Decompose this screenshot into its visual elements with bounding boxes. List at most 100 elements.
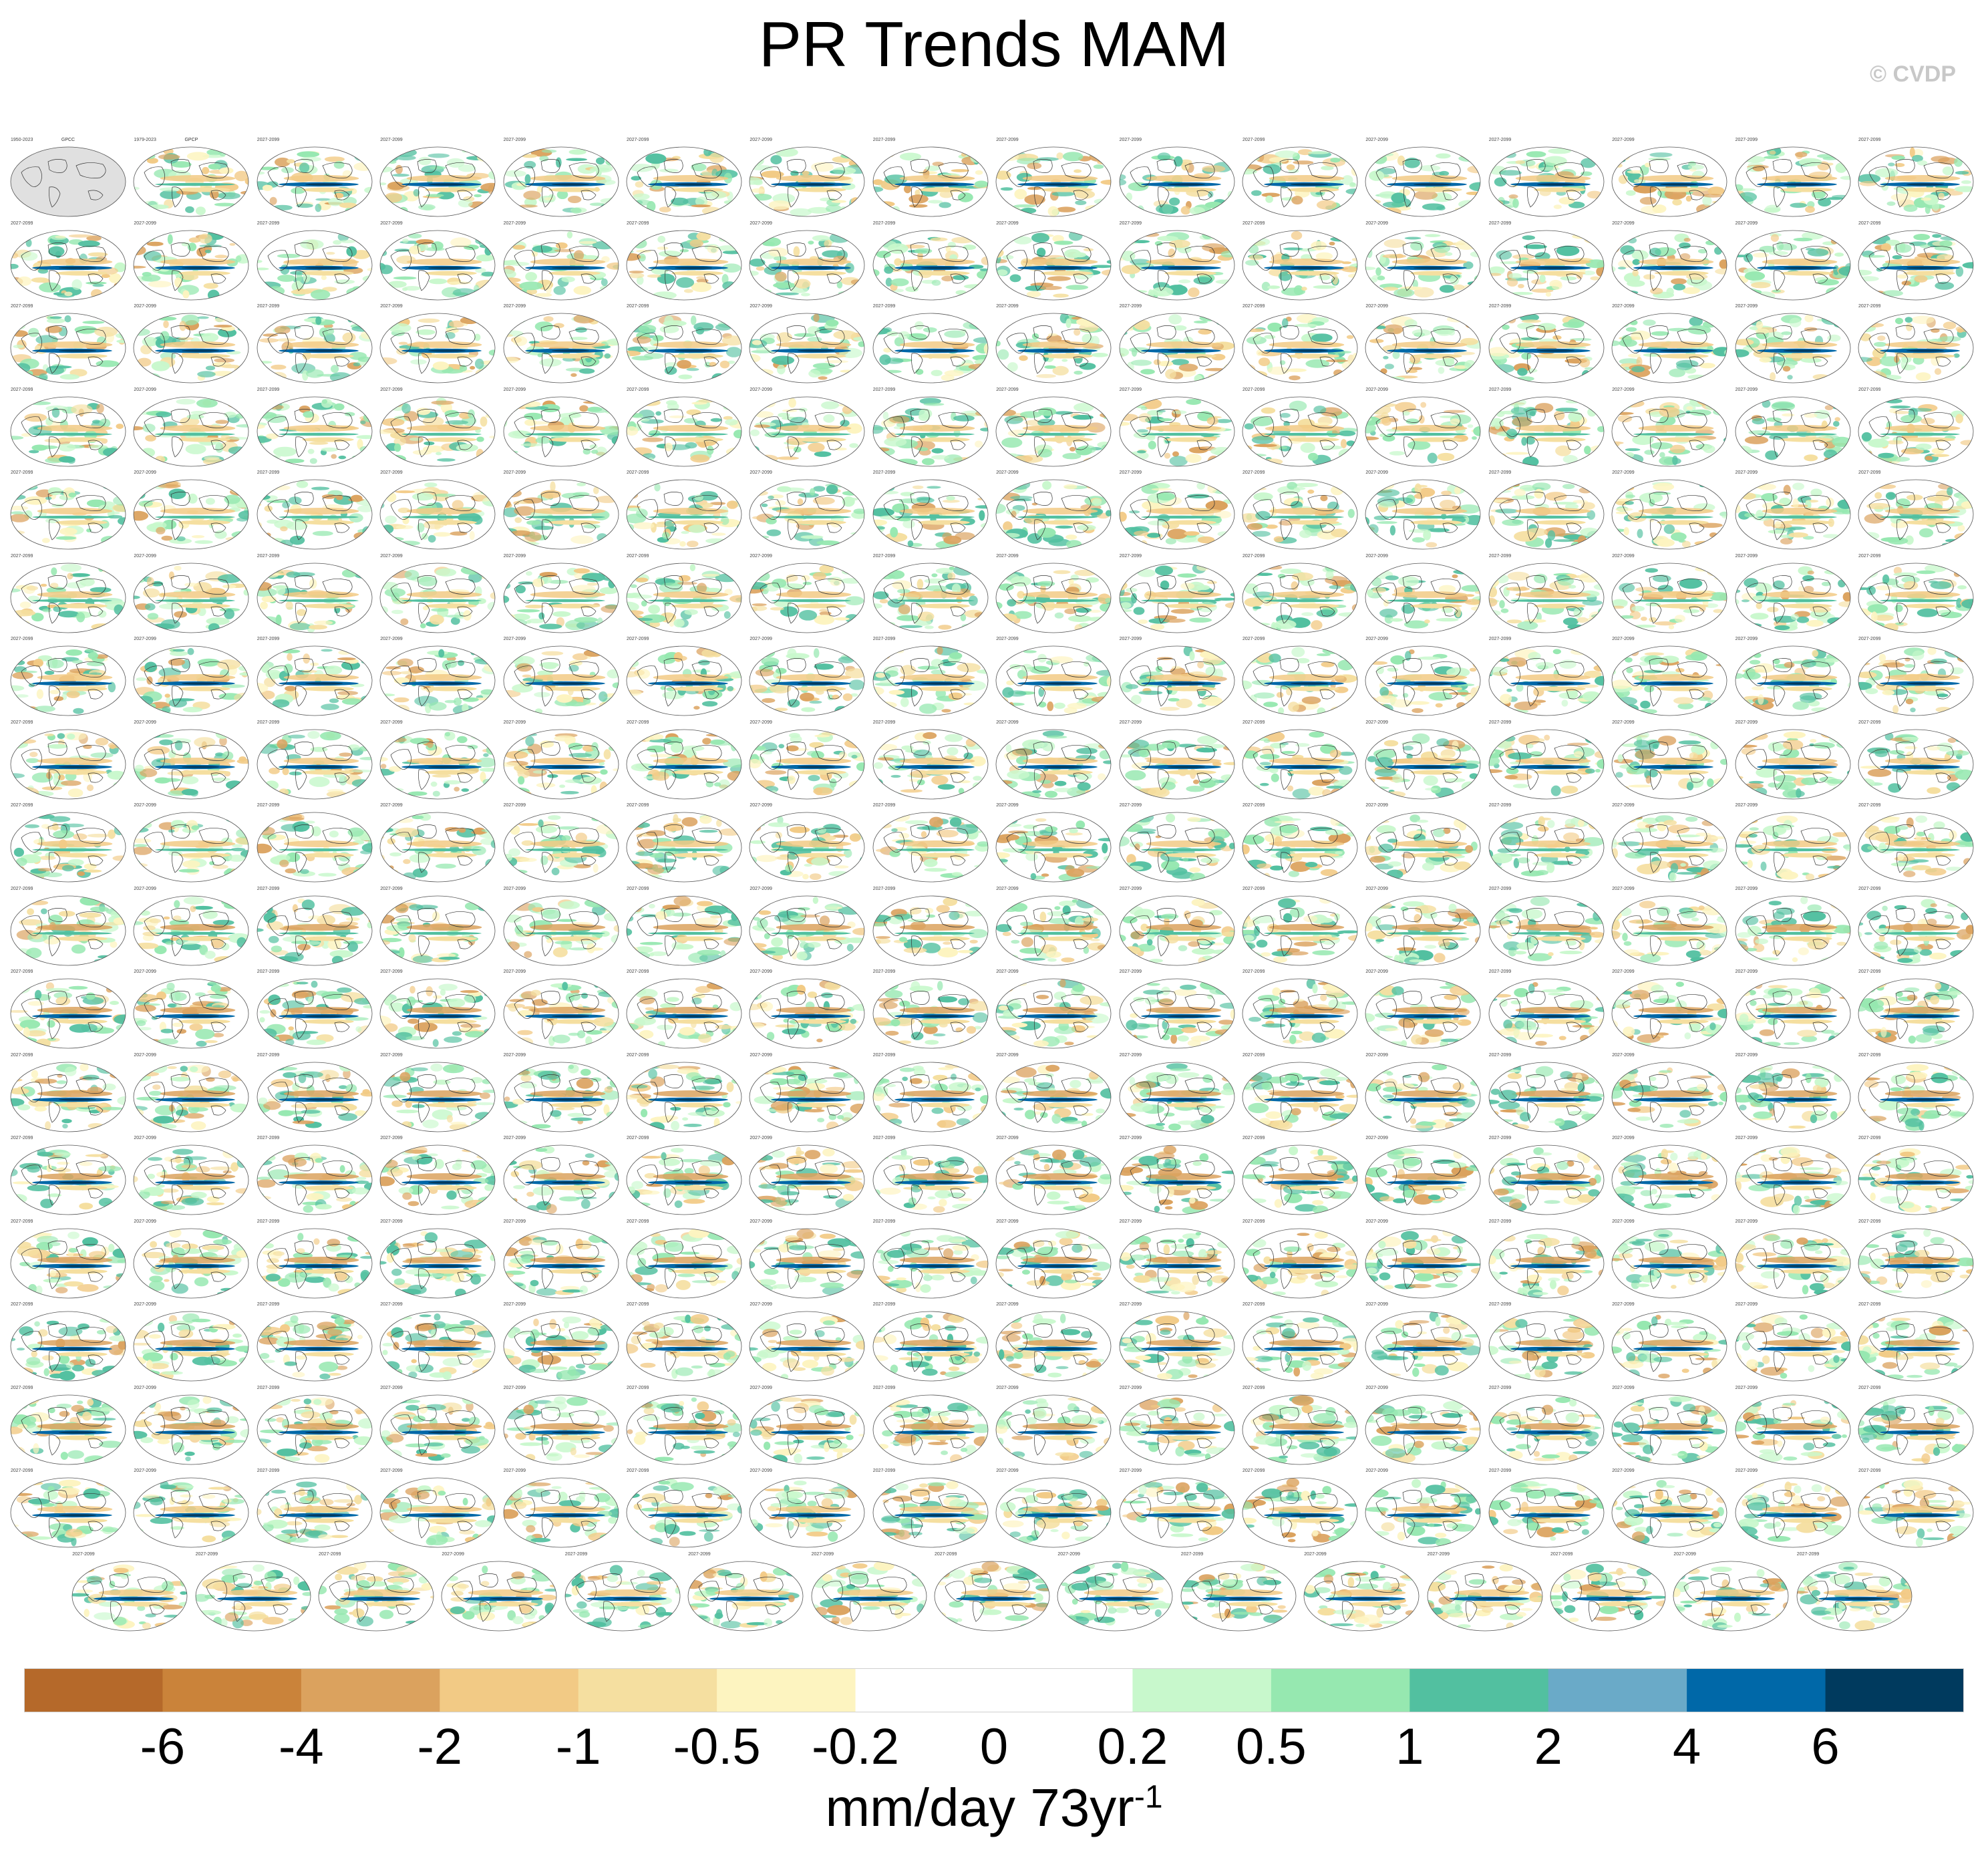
map-panel: 2027-2099	[748, 303, 866, 385]
panel-period-label: 2027-2099	[1119, 387, 1142, 392]
map-panel: 2027-2099	[9, 968, 127, 1051]
map-panel: 2027-2099	[132, 386, 250, 469]
map-panel: 2027-2099	[502, 469, 620, 552]
map-panel: 2027-2099	[256, 968, 373, 1051]
map-panel: 2027-2099	[1364, 1467, 1482, 1550]
map-panel: 2027-2099	[1488, 553, 1605, 635]
global-map	[379, 1062, 496, 1132]
map-panel: 2027-2099	[1611, 1301, 1728, 1384]
panel-period-label: 2027-2099	[627, 1136, 649, 1140]
global-map	[749, 1228, 865, 1298]
panel-period-label: 2027-2099	[11, 470, 33, 475]
colorbar-ticks: -6 -4 -2 -1 -0.5 -0.2 0 0.2 0.5 1 2 4 6	[0, 1720, 1988, 1774]
panel-period-label: 2027-2099	[750, 1385, 772, 1390]
panel-period-label: 2027-2099	[257, 637, 280, 641]
panel-period-label: 2027-2099	[872, 1052, 896, 1058]
panel-period-label: 2027-2099	[11, 1302, 33, 1307]
global-map	[1119, 1311, 1234, 1382]
panel-period-label: 2027-2099	[257, 886, 280, 891]
map-panel: 2027-2099	[1857, 469, 1975, 552]
map-panel: 2027-2099	[256, 719, 373, 802]
colorbar-tick-label: 4	[1673, 1718, 1701, 1775]
map-panel: 2027-2099	[502, 1052, 620, 1134]
global-map	[1119, 146, 1234, 217]
panel-period-label: 2027-2099	[1612, 1385, 1635, 1390]
map-panel: 2027-2099	[1118, 1301, 1236, 1384]
map-panel: 2027-2099	[1488, 386, 1605, 469]
global-map	[1488, 146, 1605, 217]
global-map	[995, 1311, 1112, 1382]
global-map	[995, 563, 1112, 633]
panel-period-label: 2027-2099	[1673, 1551, 1696, 1557]
global-map	[1611, 1311, 1727, 1382]
panel-period-label: 2027-2099	[996, 553, 1019, 559]
global-map	[1858, 1394, 1974, 1464]
panel-period-label: 2027-2099	[1735, 720, 1758, 725]
global-map	[626, 1311, 742, 1382]
panel-period-label: 2027-2099	[1365, 886, 1388, 891]
panel-period-label: 2027-2099	[257, 720, 280, 725]
map-panel: 2027-2099	[502, 968, 620, 1051]
global-map	[1735, 812, 1850, 883]
colorbar-swatch	[994, 1668, 1133, 1712]
panel-period-label: 2027-2099	[1488, 220, 1512, 226]
panel-period-label: 2027-2099	[1858, 1302, 1881, 1307]
global-map	[379, 895, 496, 965]
map-panel: 2027-2099	[872, 885, 989, 968]
global-map	[379, 1477, 496, 1548]
global-map	[1611, 1062, 1727, 1132]
panel-period-label: 2027-2099	[503, 220, 526, 226]
map-panel: 2027-2099	[502, 553, 620, 635]
map-panel: 2027-2099	[502, 719, 620, 802]
panel-period-label: 2027-2099	[503, 803, 526, 808]
global-map	[257, 812, 373, 883]
panel-period-label: 2027-2099	[1735, 969, 1758, 974]
map-panel: 2027-2099	[1241, 303, 1359, 385]
map-panel: 2027-2099	[872, 719, 989, 802]
panel-period-label: 2027-2099	[319, 1551, 341, 1557]
global-map	[10, 978, 126, 1049]
global-map	[1488, 1477, 1605, 1548]
map-panel: 2027-2099	[132, 1052, 250, 1134]
colorbar-unit: mm/day 73yr	[825, 1778, 1134, 1837]
colorbar-swatch	[855, 1668, 995, 1712]
map-panel: 2027-2099	[1118, 719, 1236, 802]
global-map	[749, 978, 865, 1049]
global-map	[1735, 645, 1850, 716]
global-map	[1735, 396, 1850, 466]
panel-period-label: 2027-2099	[1858, 1219, 1881, 1224]
map-panel: 2027-2099	[1734, 1301, 1852, 1384]
global-map	[10, 563, 126, 633]
map-panel: 2027-2099	[1611, 553, 1728, 635]
panel-period-label: 2027-2099	[257, 304, 280, 309]
panel-period-label: 2027-2099	[257, 1219, 280, 1224]
global-map	[1488, 1062, 1605, 1132]
global-map	[1858, 1311, 1974, 1382]
panel-period-label: 2027-2099	[1488, 803, 1512, 808]
map-panel: 2027-2099	[872, 386, 989, 469]
panel-dataset-label: GPCP	[184, 138, 198, 142]
panel-period-label: 2027-2099	[1365, 1052, 1388, 1058]
panel-period-label: 2027-2099	[380, 1219, 403, 1224]
map-panel: 2027-2099	[1241, 635, 1359, 718]
map-panel: 2027-2099	[1241, 1218, 1359, 1301]
map-panel: 2027-2099	[502, 1218, 620, 1301]
map-panel: 2027-2099	[132, 1384, 250, 1467]
panel-period-label: 2027-2099	[1242, 1302, 1265, 1307]
global-map	[1119, 1228, 1234, 1298]
global-map	[1365, 396, 1481, 466]
map-panel: 2027-2099	[748, 719, 866, 802]
panel-period-label: 2027-2099	[627, 637, 649, 641]
global-map	[1365, 230, 1481, 300]
panel-period-label: 2027-2099	[1488, 1302, 1512, 1307]
global-map	[1242, 396, 1358, 466]
map-panel: 2027-2099	[1734, 1467, 1852, 1550]
global-map	[811, 1561, 927, 1631]
panel-period-label: 2027-2099	[503, 969, 526, 974]
map-panel: 2027-2099	[9, 1052, 127, 1134]
map-panel: 2027-2099	[995, 719, 1112, 802]
panel-period-label: 2027-2099	[11, 720, 33, 725]
panel-period-label: 2027-2099	[996, 637, 1019, 641]
panel-period-label: 2027-2099	[627, 387, 649, 392]
panel-period-label: 2027-2099	[1242, 553, 1265, 559]
